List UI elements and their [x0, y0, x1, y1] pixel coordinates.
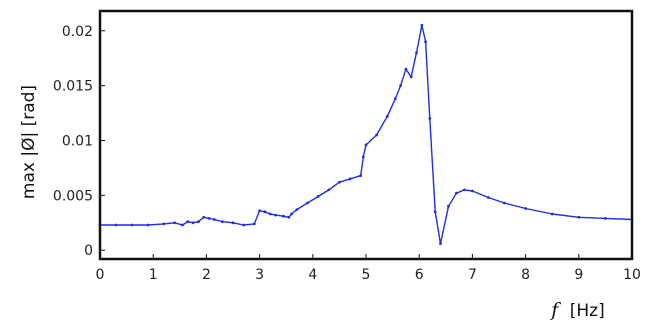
data-point [361, 155, 365, 159]
data-point [348, 177, 352, 181]
data-point [502, 201, 506, 205]
data-point [455, 191, 458, 195]
data-point [604, 216, 607, 220]
data-point [173, 221, 176, 225]
series-line [100, 24, 633, 245]
data-point [404, 67, 408, 71]
data-point [415, 51, 418, 55]
data-point [420, 23, 424, 27]
y-tick-label: 0.005 [53, 188, 93, 204]
data-point [191, 221, 195, 225]
data-point [306, 201, 309, 205]
data-point [338, 180, 341, 184]
data-point [364, 143, 368, 147]
data-point [524, 207, 527, 210]
data-point [375, 133, 379, 137]
data-point [327, 188, 331, 192]
data-point [409, 75, 413, 79]
y-tick-label: 0.02 [62, 24, 93, 40]
x-tick-label: 9 [574, 267, 583, 283]
data-point [212, 218, 216, 221]
data-point [162, 222, 166, 226]
data-point [202, 215, 206, 219]
data-point [146, 223, 150, 227]
y-tick-label: 0 [84, 243, 93, 259]
x-tick-label: 0 [96, 267, 105, 283]
data-point [287, 215, 291, 219]
data-point [359, 174, 363, 178]
x-axis: 0 1 2 3 4 5 6 7 8 9 10 [96, 254, 641, 283]
data-point [282, 214, 285, 218]
x-tick-label: 7 [468, 267, 477, 283]
data-point [433, 210, 437, 214]
data-point [114, 223, 118, 227]
x-tick-label: 1 [149, 267, 158, 283]
x-tick-label: 4 [308, 267, 317, 283]
x-axis-unit: [Hz] [570, 301, 605, 321]
data-point [385, 114, 389, 118]
data-point [447, 204, 450, 208]
data-point [197, 220, 200, 224]
data-point [207, 216, 211, 220]
data-point [316, 195, 320, 198]
data-point [258, 209, 261, 213]
data-point [290, 212, 293, 216]
data-point [220, 220, 224, 224]
data-point [181, 223, 184, 227]
x-axis-symbol: f [549, 299, 561, 321]
data-point [242, 223, 246, 227]
data-point [231, 221, 235, 225]
data-point [463, 188, 466, 192]
data-point [471, 189, 474, 193]
data-point [577, 215, 581, 219]
plot-frame [98, 9, 634, 261]
data-point [295, 208, 299, 212]
x-tick-label: 5 [362, 267, 371, 283]
data-point [186, 220, 190, 224]
x-tick-label: 3 [255, 267, 264, 283]
data-point [252, 222, 256, 226]
plot-area [98, 23, 634, 246]
y-axis: 0 0.005 0.01 0.015 0.02 [53, 24, 105, 259]
x-tick-label: 2 [202, 267, 211, 283]
x-axis-label: f [Hz] [549, 299, 604, 321]
data-point [439, 242, 442, 246]
data-point [393, 97, 397, 101]
x-tick-label: 8 [521, 267, 530, 283]
x-tick-label: 10 [623, 267, 641, 283]
y-tick-label: 0.015 [53, 79, 93, 95]
data-point [268, 212, 272, 216]
x-tick-label: 6 [415, 267, 424, 283]
data-point [424, 40, 427, 44]
y-axis-label: max |Ø| [rad] [19, 85, 39, 199]
data-point [399, 84, 402, 88]
data-point [130, 223, 134, 227]
data-point [550, 212, 554, 216]
data-point [428, 117, 432, 120]
data-point [263, 210, 267, 214]
y-tick-label: 0.01 [62, 133, 93, 149]
data-point [486, 196, 490, 199]
data-point [274, 213, 277, 217]
